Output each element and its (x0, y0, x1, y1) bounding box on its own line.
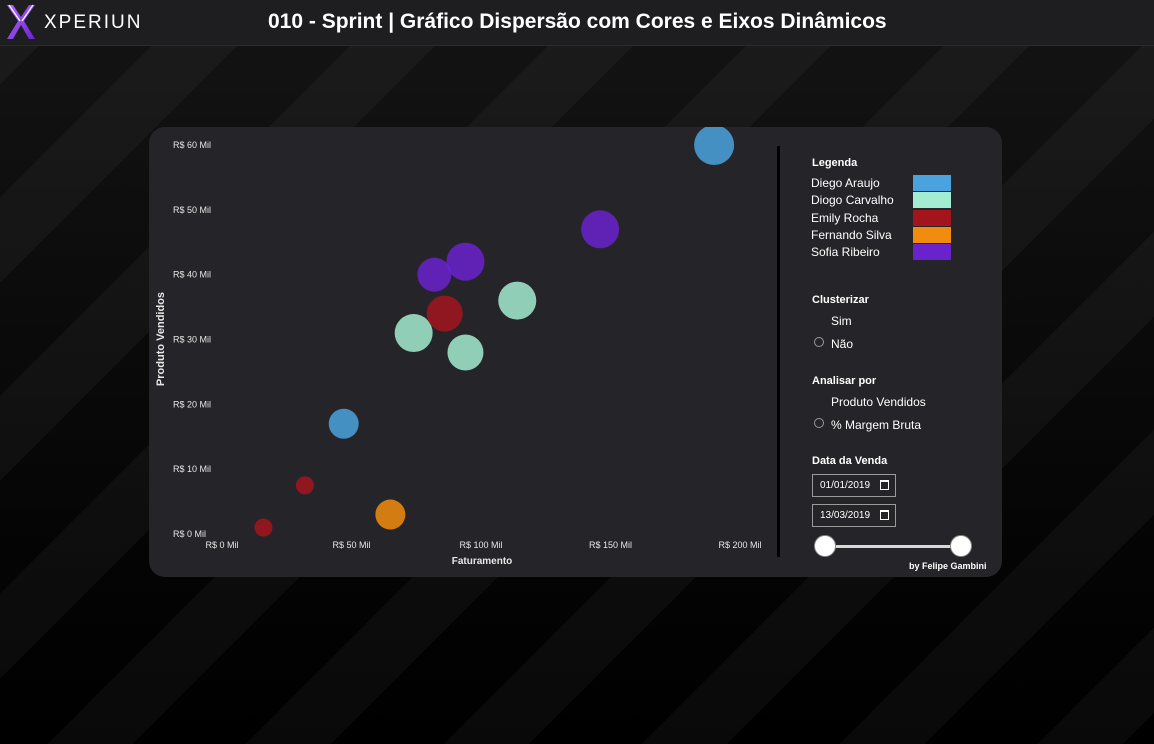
filter-sidebar: Legenda Diego Araujo Diogo Carvalho Emily … (811, 127, 1001, 577)
legend-color-swatch (913, 209, 951, 226)
x-tick-label: R$ 50 Mil (332, 540, 370, 550)
panel-divider (777, 146, 780, 557)
y-tick-label: R$ 10 Mil (173, 464, 211, 474)
legend-color-swatch (913, 192, 951, 209)
cluster-option-sim[interactable]: Sim (831, 314, 852, 328)
date-slider-start-handle[interactable] (814, 535, 836, 557)
y-axis-label: Produto Vendidos (155, 292, 167, 386)
scatter-point (295, 476, 314, 495)
x-tick-label: R$ 100 Mil (459, 540, 502, 550)
y-tick-label: R$ 30 Mil (173, 335, 211, 345)
scatter-point (694, 127, 735, 165)
y-tick-label: R$ 20 Mil (173, 399, 211, 409)
scatter-point (446, 242, 485, 281)
x-tick-label: R$ 0 Mil (205, 540, 238, 550)
y-tick-label: R$ 50 Mil (173, 205, 211, 215)
x-axis-label: Faturamento (452, 556, 513, 567)
legend-color-swatch (913, 226, 951, 243)
xperiun-logo-icon (7, 4, 35, 39)
legend-item-label: Sofia Ribeiro (811, 245, 880, 260)
scatter-point (447, 334, 484, 371)
date-end-input[interactable]: 13/03/2019 (812, 504, 896, 527)
legend-item[interactable]: Diogo Carvalho (811, 192, 956, 209)
cluster-option-nao[interactable]: Não (831, 337, 854, 351)
scatter-point (426, 295, 463, 332)
legend-item-label: Fernando Silva (811, 227, 892, 242)
y-tick-label: R$ 40 Mil (173, 270, 211, 280)
cluster-radio-nao[interactable] (814, 337, 824, 347)
x-tick-label: R$ 150 Mil (589, 540, 632, 550)
date-start-input[interactable]: 01/01/2019 (812, 474, 896, 497)
x-tick-label: R$ 200 Mil (718, 540, 761, 550)
scatter-point (581, 210, 620, 249)
legend-item[interactable]: Diego Araujo (811, 175, 956, 192)
y-tick-label: R$ 60 Mil (173, 140, 211, 150)
page-title: 010 - Sprint | Gráfico Dispersão com Cor… (268, 10, 887, 33)
calendar-icon[interactable] (880, 480, 889, 490)
scatter-point (394, 314, 433, 353)
legend-item-label: Diego Araujo (811, 176, 880, 190)
date-slider-track[interactable] (825, 545, 961, 548)
legend-item[interactable]: Emily Rocha (811, 209, 956, 227)
legend-item-label: Diogo Carvalho (811, 193, 894, 208)
legend-item-label: Emily Rocha (811, 210, 879, 225)
date-end-value: 13/03/2019 (820, 510, 871, 521)
analyze-option-produto[interactable]: Produto Vendidos (831, 395, 926, 409)
legend-color-swatch (913, 175, 951, 191)
scatter-point (254, 518, 273, 537)
analyze-title: Analisar por (812, 375, 877, 387)
date-slider-end-handle[interactable] (950, 535, 972, 557)
scatter-point (328, 408, 359, 439)
legend-item[interactable]: Fernando Silva (811, 226, 956, 244)
legend-item[interactable]: Sofia Ribeiro (811, 244, 956, 261)
scatter-point (375, 499, 406, 530)
scatter-point (417, 257, 452, 292)
date-start-value: 01/01/2019 (820, 480, 871, 491)
legend-color-swatch (913, 244, 951, 261)
scatter-chart: R$ 0 Mil R$ 10 Mil R$ 20 Mil R$ 30 Mil R$ 40… (155, 127, 762, 567)
cluster-title: Clusterizar (812, 294, 869, 306)
y-tick-label: R$ 0 Mil (173, 529, 206, 539)
scatter-point (498, 281, 537, 320)
analyze-option-margem[interactable]: % Margem Bruta (831, 418, 922, 432)
calendar-icon[interactable] (880, 510, 889, 520)
logo-text: XPERIUN (44, 12, 143, 33)
legend-title: Legenda (812, 157, 858, 169)
top-bar: XPERIUN 010 - Sprint | Gráfico Dispersão… (0, 0, 1154, 46)
date-title: Data da Venda (812, 455, 888, 467)
analyze-radio-margem[interactable] (814, 418, 824, 428)
report-panel: R$ 0 Mil R$ 10 Mil R$ 20 Mil R$ 30 Mil R$ 40… (149, 127, 1002, 577)
author-credit: by Felipe Gambini (909, 561, 987, 571)
